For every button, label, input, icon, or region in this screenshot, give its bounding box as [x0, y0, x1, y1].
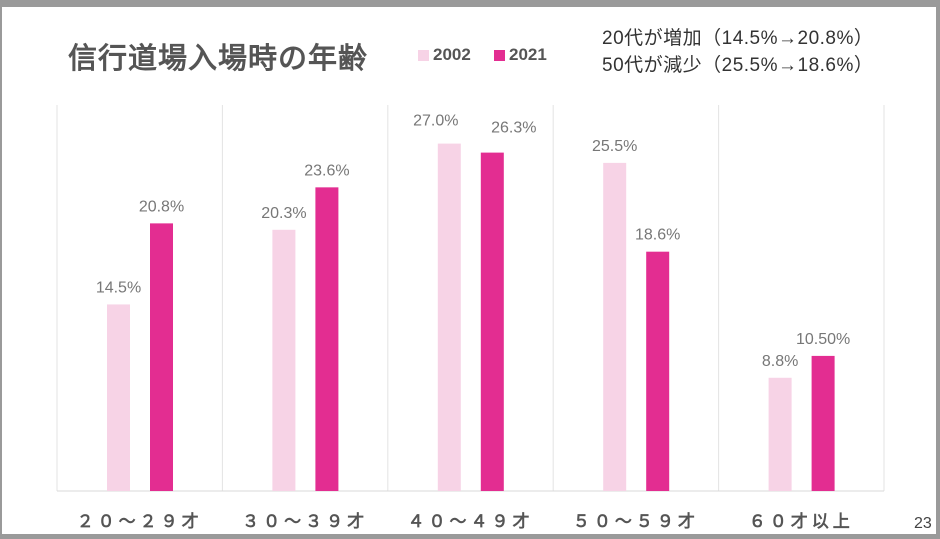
data-label: 18.6% — [635, 227, 680, 244]
data-label: 20.8% — [139, 198, 184, 215]
bar-2021 — [150, 223, 173, 491]
bar-2002 — [107, 304, 130, 491]
data-label: 20.3% — [261, 205, 306, 222]
data-label: 23.6% — [304, 162, 349, 179]
data-label: 8.8% — [762, 353, 798, 370]
chart-title: 信行道場入場時の年齢 — [68, 43, 369, 75]
data-label: 27.0% — [413, 113, 458, 130]
data-label: 14.5% — [96, 279, 141, 296]
bar-2021 — [811, 355, 835, 491]
page-number: 23 — [914, 515, 932, 532]
bar-2002 — [437, 143, 461, 491]
annotation-note: 20代が増加（14.5%→20.8%） 50代が減少（25.5%→18.6%） — [602, 25, 873, 79]
bar-2021 — [646, 251, 670, 491]
data-label: 10.50% — [796, 331, 850, 348]
bar-2002 — [272, 229, 296, 491]
data-label: 25.5% — [592, 138, 637, 155]
x-tick-label: ３０～３９才 — [242, 511, 368, 531]
bar-2002 — [603, 162, 627, 491]
legend-swatch — [494, 49, 505, 61]
data-label: 26.3% — [491, 120, 536, 137]
x-tick-label: ６０才以上 — [749, 511, 854, 531]
bar-2021 — [480, 152, 504, 491]
legend-swatch — [418, 49, 429, 61]
note-line: 50代が減少（25.5%→18.6%） — [602, 55, 874, 76]
legend-item-2002: 2002 — [418, 45, 471, 65]
note-line: 20代が増加（14.5%→20.8%） — [602, 28, 874, 49]
x-tick-label: ５０～５９才 — [573, 511, 699, 531]
bar-2002 — [768, 377, 792, 491]
legend-item-2021: 2021 — [494, 45, 547, 65]
legend-label: 2002 — [433, 45, 471, 64]
x-tick-label: ４０～４９才 — [408, 511, 534, 531]
legend-label: 2021 — [509, 45, 547, 64]
bar-2021 — [315, 187, 339, 491]
x-tick-label: ２０～２９才 — [77, 511, 203, 531]
